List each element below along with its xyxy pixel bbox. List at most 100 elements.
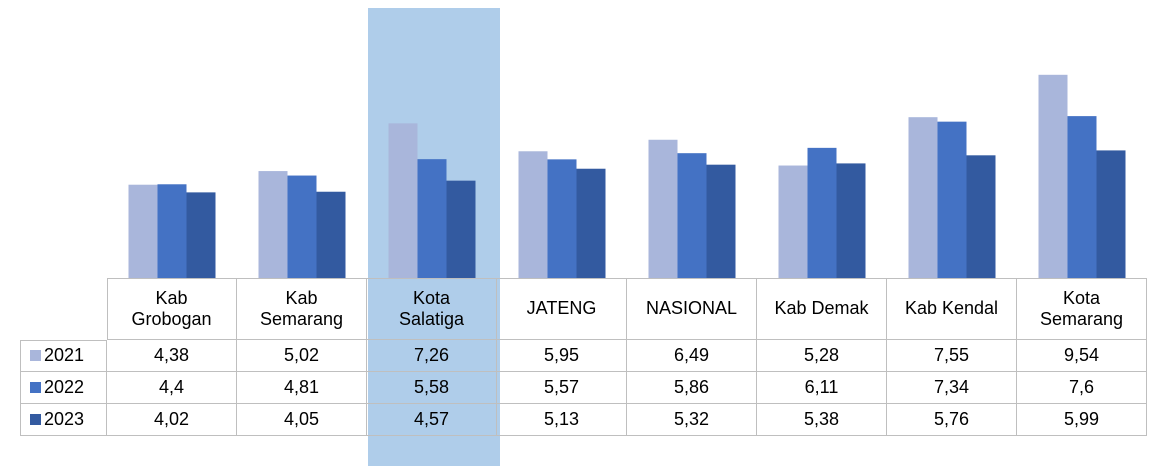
legend-entry: 2023 [20,404,107,436]
bar [966,155,996,278]
bar [677,153,707,278]
bar [648,139,678,278]
value-label-text: 5,38 [803,409,840,429]
bar [186,192,216,278]
legend-swatch [30,350,41,361]
table-frame [20,340,21,436]
category-label: Kab Kendal [887,278,1017,340]
category-label-text: Kab Demak [774,298,869,318]
value-label-text: 5,13 [543,409,580,429]
value-label-text: 5,58 [413,377,450,397]
value-label-text: 5,99 [1063,409,1100,429]
value-label: 5,58 [367,372,497,404]
value-label-text: 5,95 [543,345,580,365]
category-label: Kab Semarang [237,278,367,340]
bar [937,121,967,279]
value-label-text: 6,11 [804,377,839,397]
value-label-text: 7,6 [1068,377,1095,397]
bar [258,171,288,278]
value-label: 5,13 [497,404,627,436]
value-label-text: 4,05 [283,409,320,429]
category-label: NASIONAL [627,278,757,340]
value-label-text: 4,02 [153,409,190,429]
value-label: 7,6 [1017,372,1147,404]
value-label: 5,99 [1017,404,1147,436]
value-label: 4,4 [107,372,237,404]
value-label: 5,28 [757,340,887,372]
value-label: 6,11 [757,372,887,404]
category-label-text: NASIONAL [645,298,738,318]
value-label-text: 6,49 [673,345,710,365]
category-label: Kab Demak [757,278,887,340]
bar [807,147,837,278]
value-label: 5,76 [887,404,1017,436]
value-label-text: 7,26 [413,345,450,365]
category-label: Kota Salatiga [367,278,497,340]
value-label-text: 7,55 [933,345,970,365]
value-label: 7,34 [887,372,1017,404]
value-label: 4,81 [237,372,367,404]
bar [446,180,476,278]
value-label-text: 5,57 [543,377,580,397]
legend-text: 2021 [44,345,85,365]
value-label-text: 5,76 [933,409,970,429]
legend-text: 2022 [44,377,85,397]
bar [576,168,606,278]
category-label: JATENG [497,278,627,340]
value-label-text: 4,38 [153,345,190,365]
legend-swatch [30,382,41,393]
value-label-text: 5,28 [803,345,840,365]
value-label: 4,05 [237,404,367,436]
table-frame [107,278,1147,279]
value-label: 5,02 [237,340,367,372]
bar [518,151,548,278]
category-label-text: Kab Kendal [904,298,999,318]
value-label-text: 4,81 [283,377,320,397]
value-label: 5,32 [627,404,757,436]
bar [836,163,866,278]
table-frame [107,278,108,340]
legend-swatch [30,414,41,425]
value-label-text: 5,02 [283,345,320,365]
value-label: 5,95 [497,340,627,372]
value-label: 7,55 [887,340,1017,372]
bar [417,159,447,278]
category-label: Kab Grobogan [107,278,237,340]
value-label-text: 4,4 [158,377,185,397]
legend-text: 2023 [44,409,85,429]
legend-entry: 2021 [20,340,107,372]
value-label: 9,54 [1017,340,1147,372]
bar [908,117,938,278]
bar [287,175,317,278]
value-label-text: 9,54 [1063,345,1100,365]
bar [1038,74,1068,278]
category-label-text: Kota Semarang [1039,287,1124,329]
bar [388,123,418,278]
bar [1096,150,1126,278]
value-label-text: 5,32 [673,409,710,429]
table-frame [20,340,107,341]
value-label: 6,49 [627,340,757,372]
bar [1067,116,1097,279]
bar [547,159,577,278]
value-label: 4,38 [107,340,237,372]
value-label: 7,26 [367,340,497,372]
value-label: 4,57 [367,404,497,436]
bar [706,164,736,278]
category-label-text: Kab Semarang [259,287,344,329]
category-label: Kota Semarang [1017,278,1147,340]
bar [778,165,808,278]
category-label-text: Kab Grobogan [131,287,212,329]
value-label: 5,57 [497,372,627,404]
value-label-text: 5,86 [673,377,710,397]
bar [157,184,187,278]
value-label-text: 7,34 [933,377,970,397]
value-label-text: 4,57 [413,409,450,429]
bar [316,191,346,278]
value-label: 4,02 [107,404,237,436]
value-label: 5,86 [627,372,757,404]
bar [128,184,158,278]
value-label: 5,38 [757,404,887,436]
